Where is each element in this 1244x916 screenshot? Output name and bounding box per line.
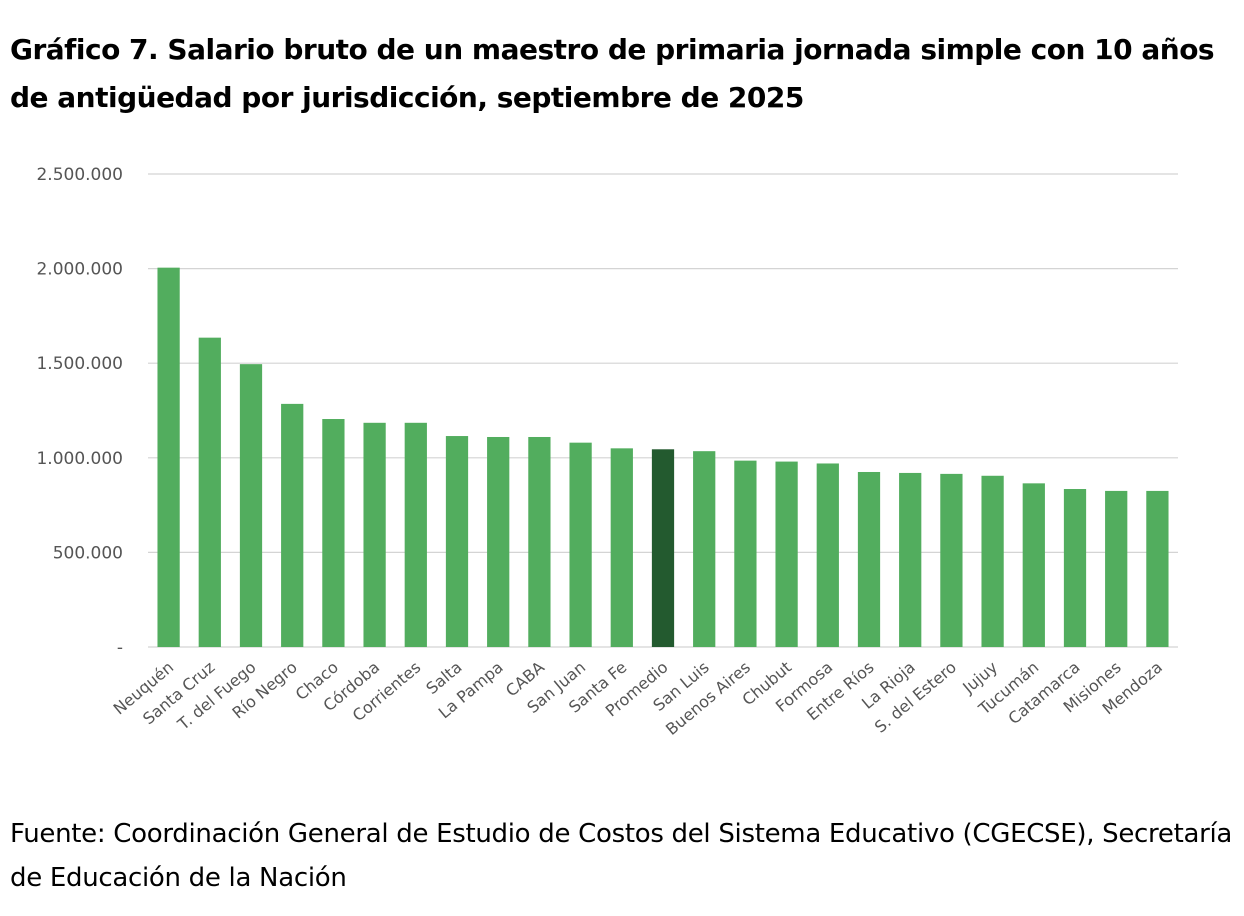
bar-promedio xyxy=(651,449,675,647)
bar-chubut xyxy=(775,461,798,647)
bar-la-pampa xyxy=(487,436,510,647)
bar-jujuy xyxy=(981,475,1004,647)
bar-río-negro xyxy=(281,403,304,647)
bars xyxy=(157,267,1169,647)
bar-formosa xyxy=(816,463,839,647)
bar-neuquén xyxy=(157,267,180,647)
bar-entre-ríos xyxy=(857,471,881,647)
bar-caba xyxy=(528,436,551,647)
y-tick-label: 500.000 xyxy=(53,543,123,563)
y-tick-label: 2.000.000 xyxy=(36,260,123,280)
bar-santa-cruz xyxy=(198,337,221,647)
bar-la-rioja xyxy=(899,472,922,647)
bar-mendoza xyxy=(1146,490,1169,647)
bar-corrientes xyxy=(404,422,427,647)
bar-chaco xyxy=(322,419,345,647)
y-tick-label: 1.000.000 xyxy=(36,449,123,469)
bar-tucumán xyxy=(1022,483,1045,647)
bar-misiones xyxy=(1105,490,1128,647)
y-tick-label: 1.500.000 xyxy=(36,354,123,374)
chart-title: Gráfico 7. Salario bruto de un maestro d… xyxy=(10,33,1215,114)
bar-catamarca xyxy=(1063,489,1087,647)
y-axis-tick-labels: - 500.000 1.000.000 1.500.000 2.000.000 2.500… xyxy=(36,165,123,658)
bar-santa-fe xyxy=(610,448,633,647)
chart-source-note: Fuente: Coordinación General de Estudio … xyxy=(10,819,1233,893)
bar-t-del-fuego xyxy=(239,364,263,647)
bar-san-juan xyxy=(569,442,592,647)
bar-chart: - 500.000 1.000.000 1.500.000 2.000.000 2.500… xyxy=(36,165,1178,739)
bar-córdoba xyxy=(363,422,386,647)
y-tick-label: - xyxy=(117,638,123,658)
bar-buenos-aires xyxy=(734,460,757,647)
bar-san-luis xyxy=(693,451,716,647)
bar-salta xyxy=(445,436,469,647)
bar-s-del-estero xyxy=(940,473,963,647)
y-tick-label: 2.500.000 xyxy=(36,165,123,185)
